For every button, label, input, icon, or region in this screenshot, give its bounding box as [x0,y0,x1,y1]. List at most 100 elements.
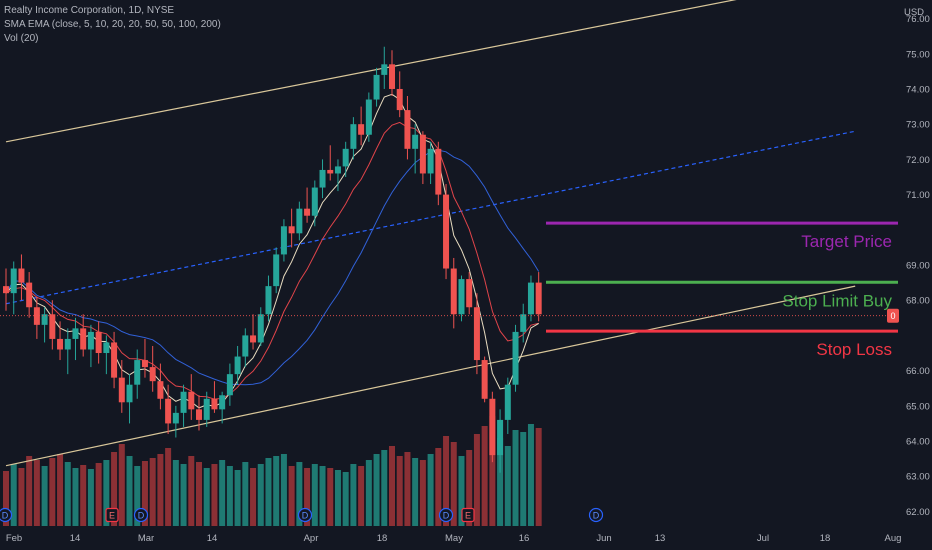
candle-body [111,342,118,378]
price-axis-bg [899,0,932,550]
volume-bar [196,462,202,526]
candle-body [311,187,318,216]
candle-body [319,169,326,188]
volume-bar [226,466,233,526]
candlesticks [3,46,542,473]
candle-body [481,360,488,399]
volume-bar [419,460,426,526]
volume-bar [265,458,272,526]
candle-body [512,331,519,385]
price-tick: 73.00 [906,120,930,131]
volume-bar [211,464,218,526]
volume-bar [520,432,527,526]
candle-body [3,286,9,294]
candle-body [466,279,473,308]
candle-body [196,409,202,420]
volume-bar [219,460,226,526]
price-tick: 62.00 [906,507,930,518]
dividend-marker-text: D [2,511,9,521]
time-axis: Feb 14 Mar 14 Apr 18 May 16 Jun 13 Jul 18 Aug [6,533,902,544]
earnings-marker-text: E [109,511,115,521]
dividend-marker [133,507,149,523]
candle-body [41,314,48,325]
candle-body [427,148,434,174]
candle-body [473,307,480,361]
candle-body [180,391,187,413]
candle-body [280,226,287,255]
candle-body [443,194,450,269]
candle-body [365,99,372,135]
candle-body [134,360,141,385]
candle-body [203,398,210,420]
volume-bar [311,464,318,526]
volume-bar [57,454,64,526]
time-tick: Mar [138,533,154,544]
indicator-label: SMA EMA (close, 5, 10, 20, 20, 50, 50, 1… [4,19,221,30]
candle-body [64,338,71,350]
volume-bar [165,448,172,526]
candle-body [404,110,411,149]
volume-bar [257,464,264,526]
candle-body [72,328,79,339]
candle-body [288,226,295,234]
candle-body [535,282,542,315]
time-tick: 14 [70,533,81,544]
dividend-marker-text: D [302,511,309,521]
volume-bar [412,458,419,526]
ema-fast-line [5,93,539,409]
volume-bar [473,434,480,526]
volume-bar [157,454,164,526]
candle-body [419,134,426,174]
candle-body [250,335,257,343]
candle-body [342,148,349,167]
time-tick: 18 [820,533,831,544]
candle-body [450,268,457,315]
volume-bar [458,456,465,526]
candle-body [80,328,87,350]
earnings-marker-text: E [465,511,471,521]
volume-bar [435,448,442,526]
candle-body [527,282,534,315]
candle-body [49,314,56,339]
price-tick: 65.00 [906,401,930,412]
dividend-marker [0,507,13,523]
candle-body [18,268,25,283]
candle-body [435,148,442,195]
stop-loss-label: Stop Loss [816,340,892,359]
volume-bar [134,466,141,526]
candle-body [273,254,280,287]
candle-body [57,338,64,350]
candle-body [234,356,241,375]
volume-bar [327,468,334,526]
volume-bar [64,462,71,526]
dividend-marker [438,507,454,523]
volume-bar [72,468,79,526]
volume-bar [172,460,179,526]
volume-bar [396,456,403,526]
earnings-marker [105,507,119,523]
price-tick: 63.00 [906,472,930,483]
ema-mid-line [5,121,539,400]
price-tick: 74.00 [906,84,930,95]
volume-bar [304,468,311,526]
candle-body [334,166,341,174]
volume-bar [111,452,118,526]
time-tick: Apr [304,533,319,544]
volume-bar [350,464,357,526]
candle-body [265,286,272,315]
price-tick: 66.00 [906,366,930,377]
candle-body [373,74,380,100]
candle-body [296,208,303,234]
volume-bar [389,446,395,526]
time-tick: 14 [207,533,218,544]
volume-bar [273,456,280,526]
candle-body [358,124,365,135]
price-tick: 69.00 [906,261,930,272]
volume-bar [18,468,25,526]
volume-bar [358,466,365,526]
candle-body [489,398,496,456]
volume-bars [3,416,542,526]
time-tick: Jun [596,533,611,544]
